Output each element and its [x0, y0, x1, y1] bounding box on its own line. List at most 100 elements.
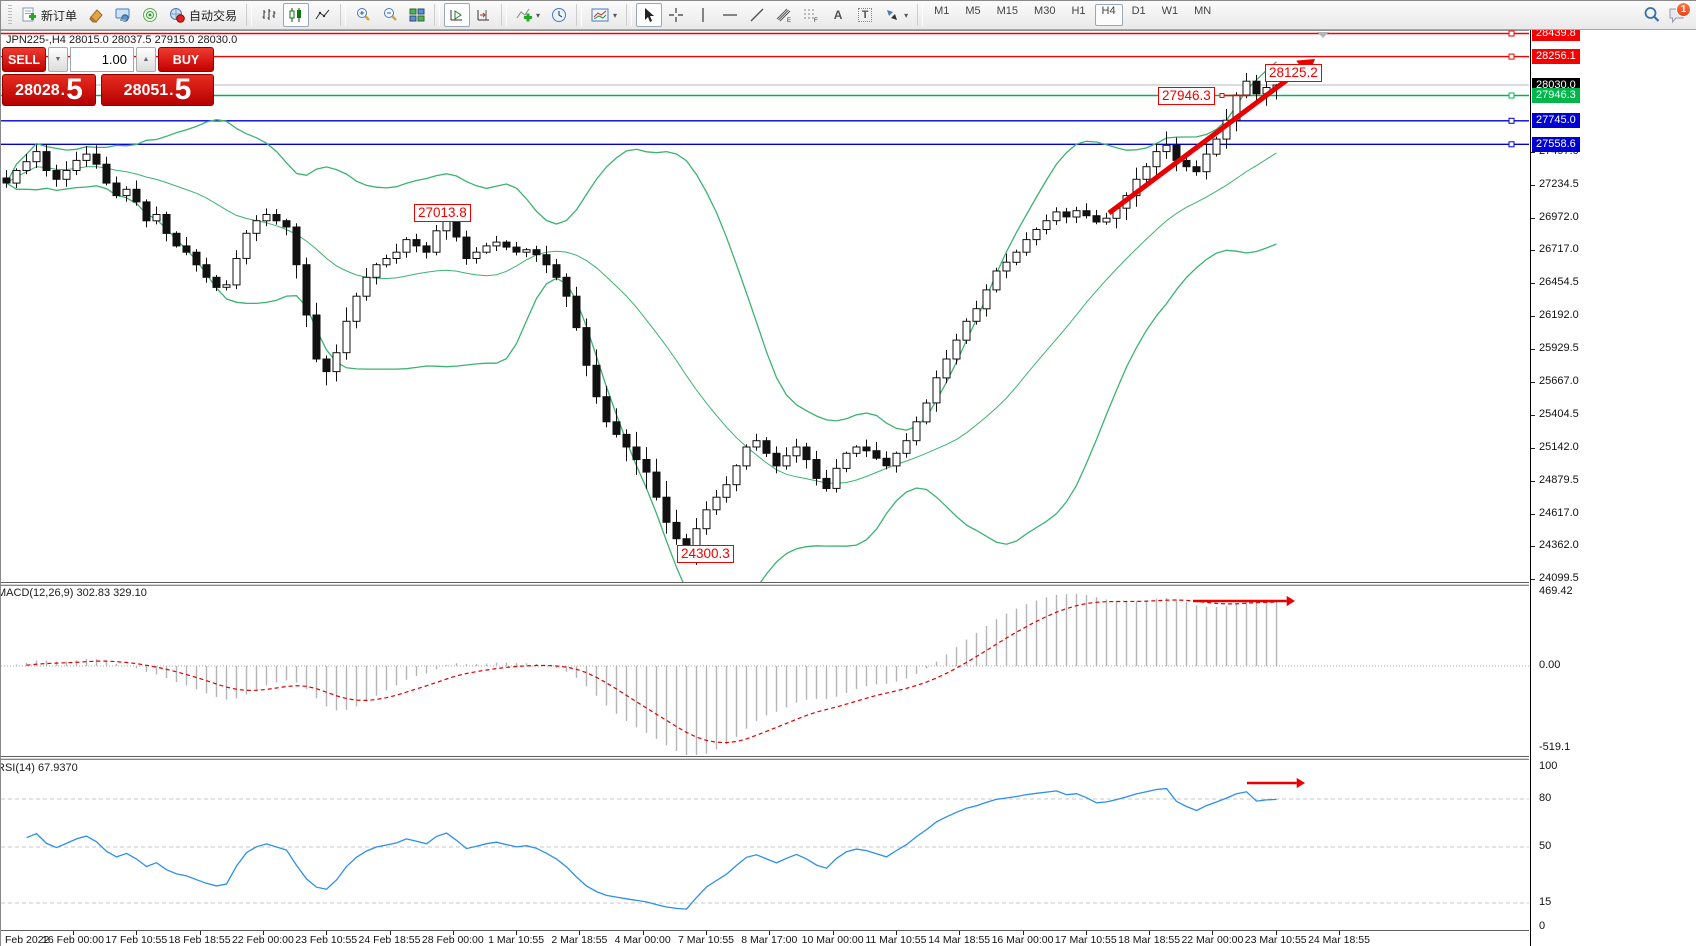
horizontal-line-icon [722, 7, 738, 23]
time-tick-mark [389, 931, 391, 935]
time-tick-mark [832, 931, 834, 935]
market-watch-button[interactable] [110, 3, 136, 27]
timeframe-button-d1[interactable]: D1 [1131, 5, 1146, 17]
fibonacci-tool-button[interactable]: F [798, 3, 824, 27]
trendline-tool-button[interactable] [744, 3, 770, 27]
auto-scroll-button[interactable] [444, 3, 471, 27]
rsi-scale-label: 100 [1539, 760, 1558, 772]
indicators-button[interactable]: ▾ [511, 3, 545, 27]
sell-button[interactable]: SELL [2, 47, 46, 72]
price-annotation[interactable]: 24300.3 [677, 545, 734, 563]
clock-icon [551, 7, 567, 23]
time-tick-mark [1022, 931, 1024, 935]
chart-shift-icon [476, 7, 492, 23]
auto-trading-button[interactable]: 自动交易 [164, 3, 242, 27]
time-tick-mark [199, 931, 201, 935]
line-chart-button[interactable] [310, 3, 336, 27]
text-tool-button[interactable]: A [825, 3, 851, 27]
timeframe-button-m15[interactable]: M15 [996, 5, 1019, 17]
annotation-handle [1219, 93, 1225, 98]
timeframe-button-mn[interactable]: MN [1194, 5, 1212, 17]
time-tick-mark [769, 931, 771, 935]
eraser-icon [88, 7, 104, 23]
line-handle[interactable] [1508, 30, 1515, 37]
text-icon: A [833, 8, 843, 22]
line-handle[interactable] [1508, 92, 1515, 99]
signal-button[interactable] [137, 3, 163, 27]
cursor-tool-button[interactable] [636, 3, 663, 27]
chart-ohlc-header: JPN225-,H4 28015.0 28037.5 27915.0 28030… [6, 34, 238, 46]
line-handle[interactable] [1508, 141, 1515, 148]
dropdown-caret-icon: ▾ [536, 10, 541, 20]
toolbar-separator [626, 4, 633, 26]
cursor-icon [641, 7, 657, 23]
price-annotation[interactable]: 27946.3 [1158, 87, 1215, 105]
template-button[interactable]: ▾ [586, 3, 622, 27]
price-tick-mark [1531, 217, 1535, 219]
arrows-tool-button[interactable]: ▾ [879, 3, 913, 27]
tile-windows-button[interactable] [404, 3, 430, 27]
rsi-scale-label: 15 [1539, 896, 1552, 908]
bar-chart-button[interactable] [256, 3, 282, 27]
trend-arrow[interactable] [1107, 59, 1315, 216]
timeframe-toolbar: M1 M5 M15 M30 H1 H4 D1 W1 MN [927, 4, 1218, 26]
new-order-icon [21, 7, 37, 23]
dropdown-caret-icon: ▾ [904, 10, 909, 20]
text-label-tool-button[interactable]: T [852, 3, 878, 27]
time-axis[interactable]: Feb 2022 16 Feb 00:00 17 Feb 10:55 18 Feb 1… [1, 931, 1530, 946]
time-axis-label: 24 Mar 18:55 [1308, 934, 1370, 946]
volume-increase-button[interactable]: ▲ [136, 47, 156, 72]
search-icon[interactable] [1643, 6, 1661, 24]
period-clock-button[interactable] [546, 3, 572, 27]
time-axis-label: 8 Mar 17:00 [741, 934, 798, 946]
price-tick-mark [1531, 447, 1535, 449]
line-handle[interactable] [1508, 117, 1515, 124]
timeframe-button-m30[interactable]: M30 [1034, 5, 1056, 17]
macd-arrow[interactable] [1193, 595, 1295, 607]
crosshair-tool-button[interactable] [663, 3, 689, 27]
price-tick-mark [1531, 381, 1535, 383]
timeframe-button-m1[interactable]: M1 [934, 5, 950, 17]
price-tick-mark [1531, 513, 1535, 515]
channel-tool-button[interactable]: E [771, 3, 797, 27]
notifications-button[interactable]: 1 [1667, 2, 1691, 25]
time-tick-mark [326, 931, 328, 935]
timeframe-button-m5[interactable]: M5 [965, 5, 981, 17]
vertical-line-tool-button[interactable] [690, 3, 716, 27]
price-tick-label: 26717.0 [1539, 243, 1579, 256]
toolbar-separator [576, 4, 583, 26]
price-tick-label: 24879.5 [1539, 473, 1579, 486]
price-tick-label: 25667.0 [1539, 374, 1579, 387]
volume-input[interactable] [70, 47, 134, 72]
time-axis-label: 24 Feb 18:55 [358, 934, 421, 946]
zoom-in-button[interactable] [350, 3, 376, 27]
price-annotation[interactable]: 27013.8 [414, 204, 471, 222]
buy-button[interactable]: BUY [158, 47, 214, 72]
timeframe-button-h1[interactable]: H1 [1071, 5, 1086, 17]
price-axis[interactable]: 27497.027234.526972.026717.026454.526192… [1530, 26, 1696, 946]
chart-shift-button[interactable] [471, 3, 497, 27]
chart-plot-area[interactable]: JPN225-,H4 28015.0 28037.5 27915.0 28030… [1, 30, 1530, 946]
buy-price-display[interactable]: 28051. 5 [101, 74, 214, 106]
rsi-arrow[interactable] [1247, 777, 1305, 789]
candlestick-chart-icon [288, 7, 304, 23]
price-tick-label: 27234.5 [1539, 177, 1579, 190]
timeframe-button-w1[interactable]: W1 [1161, 5, 1179, 17]
toolbar-grip [8, 5, 12, 25]
line-handle[interactable] [1508, 53, 1515, 60]
candles [2, 73, 1281, 565]
time-tick-mark [1212, 931, 1214, 935]
price-tick-mark [1531, 349, 1535, 350]
candlestick-chart-button[interactable] [283, 3, 310, 27]
timeframe-button-h4[interactable]: H4 [1094, 4, 1123, 26]
sell-price-display[interactable]: 28028. 5 [2, 74, 96, 106]
macd-scale-label: 469.42 [1539, 584, 1573, 597]
zoom-out-button[interactable] [377, 3, 403, 27]
time-tick-mark [959, 931, 961, 935]
eraser-button[interactable] [83, 3, 109, 27]
new-order-button[interactable]: 新订单 [16, 3, 82, 27]
svg-text:E: E [787, 18, 791, 23]
volume-decrease-button[interactable]: ▼ [48, 47, 68, 72]
horizontal-line-tool-button[interactable] [717, 3, 743, 27]
price-annotation[interactable]: 28125.2 [1265, 64, 1322, 82]
